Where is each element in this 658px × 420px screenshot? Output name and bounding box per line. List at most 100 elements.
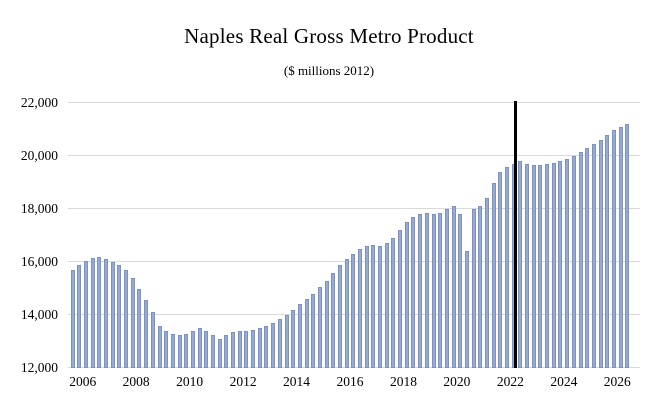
bar xyxy=(70,269,75,368)
bar xyxy=(144,300,149,368)
bar xyxy=(244,330,249,368)
chart-title: Naples Real Gross Metro Product xyxy=(184,24,474,48)
bar xyxy=(591,144,596,368)
bar xyxy=(297,304,302,368)
bar xyxy=(164,330,169,368)
bar xyxy=(157,325,162,368)
bar xyxy=(358,248,362,368)
bar xyxy=(351,254,356,368)
bar xyxy=(291,309,296,368)
bar xyxy=(451,206,456,368)
bar xyxy=(518,161,523,368)
bar xyxy=(471,209,476,368)
bar xyxy=(231,332,236,368)
bar xyxy=(611,129,616,368)
bar xyxy=(271,322,276,368)
bar xyxy=(598,140,603,368)
bar xyxy=(304,299,309,368)
bar xyxy=(391,238,396,368)
bar xyxy=(404,222,409,368)
bar xyxy=(224,334,229,368)
x-tick-label: 2018 xyxy=(389,374,417,389)
bar xyxy=(137,288,142,368)
bar xyxy=(197,328,202,368)
gridline xyxy=(68,155,640,156)
bar xyxy=(311,293,316,368)
bar xyxy=(110,262,115,368)
x-tick-label: 2006 xyxy=(69,374,97,389)
gridline xyxy=(68,208,640,209)
bar xyxy=(411,216,416,368)
y-tick-label: 20,000 xyxy=(20,148,58,163)
bar xyxy=(585,148,590,368)
bar xyxy=(317,287,322,368)
bar xyxy=(525,163,530,368)
bar xyxy=(565,158,570,368)
bar xyxy=(491,182,496,368)
y-tick-label: 14,000 xyxy=(20,307,58,322)
bar xyxy=(90,258,95,368)
bar xyxy=(458,214,463,368)
x-tick-label: 2010 xyxy=(176,374,204,389)
bar xyxy=(424,212,429,368)
bar xyxy=(97,256,102,368)
bar xyxy=(124,269,129,368)
x-tick-label: 2014 xyxy=(283,374,311,389)
bar xyxy=(538,165,543,368)
bar xyxy=(618,126,623,368)
bar xyxy=(398,230,403,368)
bar xyxy=(478,206,483,368)
x-tick-label: 2026 xyxy=(603,374,631,389)
chart-subtitle: ($ millions 2012) xyxy=(283,63,375,78)
bar xyxy=(211,334,215,368)
bar xyxy=(150,312,155,368)
y-axis: 12,000 14,000 16,000 18,000 20,000 22,000 xyxy=(0,95,62,375)
bar xyxy=(257,328,262,368)
y-tick-label: 12,000 xyxy=(20,360,58,375)
bar xyxy=(605,134,610,368)
x-tick-label: 2024 xyxy=(550,374,578,389)
bar xyxy=(571,156,576,368)
bar xyxy=(177,334,182,368)
bar xyxy=(431,214,436,368)
bar xyxy=(204,330,209,368)
bar xyxy=(384,243,389,368)
bar xyxy=(284,315,289,368)
bar xyxy=(190,330,195,368)
y-tick-label: 16,000 xyxy=(20,254,58,269)
x-axis: 2006 2008 2010 2012 2014 2016 2018 2020 2022 2024… xyxy=(68,374,640,394)
bar xyxy=(84,260,89,368)
bar xyxy=(237,330,242,368)
bar xyxy=(324,280,329,368)
bar xyxy=(77,264,82,368)
bar xyxy=(464,251,469,368)
bar xyxy=(484,198,489,368)
bar xyxy=(184,333,189,368)
bar xyxy=(130,277,135,368)
x-tick-label: 2022 xyxy=(496,374,524,389)
x-tick-label: 2012 xyxy=(229,374,257,389)
bar xyxy=(264,325,269,368)
bar xyxy=(505,166,510,368)
bar xyxy=(378,246,383,368)
x-tick-label: 2016 xyxy=(336,374,364,389)
bar xyxy=(104,259,109,368)
bar xyxy=(277,318,282,368)
bar xyxy=(531,165,536,368)
bar xyxy=(371,244,376,368)
bar xyxy=(364,246,369,368)
bar xyxy=(578,152,583,368)
bar xyxy=(217,338,222,368)
forecast-divider-line xyxy=(513,101,517,368)
bar xyxy=(551,162,556,368)
bar xyxy=(438,212,443,368)
bar xyxy=(545,163,550,368)
bar xyxy=(418,214,423,368)
y-tick-label: 22,000 xyxy=(20,95,58,110)
bar xyxy=(498,171,503,368)
bar xyxy=(337,264,342,368)
bar xyxy=(558,161,563,368)
x-tick-label: 2008 xyxy=(122,374,150,389)
bar xyxy=(625,124,630,368)
